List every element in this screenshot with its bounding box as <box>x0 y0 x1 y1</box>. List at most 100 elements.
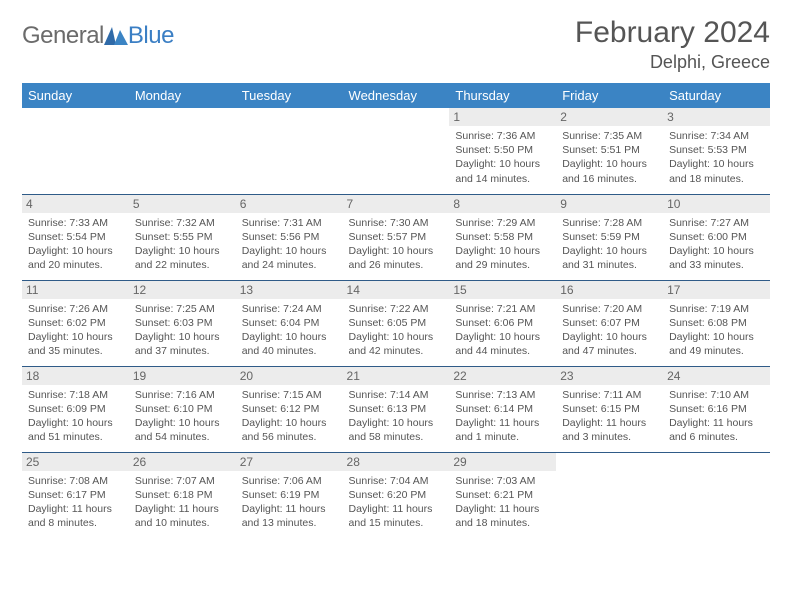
day-details: Sunrise: 7:20 AMSunset: 6:07 PMDaylight:… <box>562 302 657 359</box>
day-number: 15 <box>449 281 556 299</box>
daylight-line: Daylight: 10 hours and 16 minutes. <box>562 157 657 185</box>
day-number: 20 <box>236 367 343 385</box>
calendar-table: Sunday Monday Tuesday Wednesday Thursday… <box>22 83 770 538</box>
day-number: 19 <box>129 367 236 385</box>
sunrise-line: Sunrise: 7:21 AM <box>455 302 550 316</box>
day-details: Sunrise: 7:19 AMSunset: 6:08 PMDaylight:… <box>669 302 764 359</box>
calendar-cell: 4Sunrise: 7:33 AMSunset: 5:54 PMDaylight… <box>22 194 129 280</box>
calendar-cell: 12Sunrise: 7:25 AMSunset: 6:03 PMDayligh… <box>129 280 236 366</box>
sunset-line: Sunset: 5:56 PM <box>242 230 337 244</box>
sunset-line: Sunset: 6:15 PM <box>562 402 657 416</box>
day-number: 23 <box>556 367 663 385</box>
sunrise-line: Sunrise: 7:15 AM <box>242 388 337 402</box>
brand-logo: General Blue <box>22 16 174 50</box>
daylight-line: Daylight: 10 hours and 58 minutes. <box>349 416 444 444</box>
daylight-line: Daylight: 10 hours and 22 minutes. <box>135 244 230 272</box>
sunrise-line: Sunrise: 7:32 AM <box>135 216 230 230</box>
daylight-line: Daylight: 10 hours and 37 minutes. <box>135 330 230 358</box>
sunset-line: Sunset: 5:51 PM <box>562 143 657 157</box>
day-details: Sunrise: 7:14 AMSunset: 6:13 PMDaylight:… <box>349 388 444 445</box>
calendar-cell: 10Sunrise: 7:27 AMSunset: 6:00 PMDayligh… <box>663 194 770 280</box>
day-number: 9 <box>556 195 663 213</box>
sunrise-line: Sunrise: 7:10 AM <box>669 388 764 402</box>
sunrise-line: Sunrise: 7:28 AM <box>562 216 657 230</box>
day-details: Sunrise: 7:16 AMSunset: 6:10 PMDaylight:… <box>135 388 230 445</box>
day-details: Sunrise: 7:15 AMSunset: 6:12 PMDaylight:… <box>242 388 337 445</box>
sunrise-line: Sunrise: 7:31 AM <box>242 216 337 230</box>
sunset-line: Sunset: 5:58 PM <box>455 230 550 244</box>
daylight-line: Daylight: 10 hours and 49 minutes. <box>669 330 764 358</box>
daylight-line: Daylight: 10 hours and 40 minutes. <box>242 330 337 358</box>
sunset-line: Sunset: 5:54 PM <box>28 230 123 244</box>
daylight-line: Daylight: 10 hours and 24 minutes. <box>242 244 337 272</box>
day-details: Sunrise: 7:03 AMSunset: 6:21 PMDaylight:… <box>455 474 550 531</box>
day-number: 14 <box>343 281 450 299</box>
daylight-line: Daylight: 10 hours and 51 minutes. <box>28 416 123 444</box>
sunset-line: Sunset: 5:59 PM <box>562 230 657 244</box>
day-header: Wednesday <box>343 83 450 108</box>
day-details: Sunrise: 7:31 AMSunset: 5:56 PMDaylight:… <box>242 216 337 273</box>
sunrise-line: Sunrise: 7:16 AM <box>135 388 230 402</box>
day-header: Saturday <box>663 83 770 108</box>
day-number: 29 <box>449 453 556 471</box>
daylight-line: Daylight: 10 hours and 56 minutes. <box>242 416 337 444</box>
calendar-cell: 7Sunrise: 7:30 AMSunset: 5:57 PMDaylight… <box>343 194 450 280</box>
daylight-line: Daylight: 10 hours and 35 minutes. <box>28 330 123 358</box>
month-title: February 2024 <box>575 16 770 50</box>
day-details: Sunrise: 7:30 AMSunset: 5:57 PMDaylight:… <box>349 216 444 273</box>
daylight-line: Daylight: 10 hours and 14 minutes. <box>455 157 550 185</box>
day-details: Sunrise: 7:22 AMSunset: 6:05 PMDaylight:… <box>349 302 444 359</box>
calendar-cell: 16Sunrise: 7:20 AMSunset: 6:07 PMDayligh… <box>556 280 663 366</box>
calendar-cell: 9 Sunrise: 7:28 AMSunset: 5:59 PMDaylight… <box>556 194 663 280</box>
day-number: 18 <box>22 367 129 385</box>
day-number: 28 <box>343 453 450 471</box>
sunset-line: Sunset: 6:17 PM <box>28 488 123 502</box>
sunrise-line: Sunrise: 7:18 AM <box>28 388 123 402</box>
page: General Blue February 2024 Delphi, Greec… <box>0 0 792 554</box>
calendar-cell: 1Sunrise: 7:36 AMSunset: 5:50 PMDaylight… <box>449 108 556 194</box>
calendar-row: 11Sunrise: 7:26 AMSunset: 6:02 PMDayligh… <box>22 280 770 366</box>
sunset-line: Sunset: 6:13 PM <box>349 402 444 416</box>
day-number: 10 <box>663 195 770 213</box>
sunset-line: Sunset: 6:04 PM <box>242 316 337 330</box>
day-details: Sunrise: 7:07 AMSunset: 6:18 PMDaylight:… <box>135 474 230 531</box>
sunrise-line: Sunrise: 7:04 AM <box>349 474 444 488</box>
calendar-cell: 28 Sunrise: 7:04 AMSunset: 6:20 PMDayligh… <box>343 452 450 538</box>
calendar-cell: 22Sunrise: 7:13 AMSunset: 6:14 PMDayligh… <box>449 366 556 452</box>
calendar-cell: 24Sunrise: 7:10 AMSunset: 6:16 PMDayligh… <box>663 366 770 452</box>
sunrise-line: Sunrise: 7:27 AM <box>669 216 764 230</box>
day-details: Sunrise: 7:04 AMSunset: 6:20 PMDaylight:… <box>349 474 444 531</box>
sunset-line: Sunset: 6:06 PM <box>455 316 550 330</box>
calendar-cell: 11Sunrise: 7:26 AMSunset: 6:02 PMDayligh… <box>22 280 129 366</box>
calendar-cell: 21 Sunrise: 7:14 AMSunset: 6:13 PMDayligh… <box>343 366 450 452</box>
daylight-line: Daylight: 10 hours and 29 minutes. <box>455 244 550 272</box>
day-details: Sunrise: 7:08 AMSunset: 6:17 PMDaylight:… <box>28 474 123 531</box>
day-number: 25 <box>22 453 129 471</box>
sunset-line: Sunset: 6:02 PM <box>28 316 123 330</box>
logo-mark-icon <box>104 25 128 47</box>
calendar-cell: 26Sunrise: 7:07 AMSunset: 6:18 PMDayligh… <box>129 452 236 538</box>
daylight-line: Daylight: 10 hours and 44 minutes. <box>455 330 550 358</box>
day-details: Sunrise: 7:13 AMSunset: 6:14 PMDaylight:… <box>455 388 550 445</box>
calendar-cell <box>663 452 770 538</box>
day-details: Sunrise: 7:06 AMSunset: 6:19 PMDaylight:… <box>242 474 337 531</box>
sunset-line: Sunset: 6:18 PM <box>135 488 230 502</box>
calendar-cell: 29 Sunrise: 7:03 AMSunset: 6:21 PMDayligh… <box>449 452 556 538</box>
day-number: 8 <box>449 195 556 213</box>
sunrise-line: Sunrise: 7:06 AM <box>242 474 337 488</box>
day-details: Sunrise: 7:33 AMSunset: 5:54 PMDaylight:… <box>28 216 123 273</box>
daylight-line: Daylight: 11 hours and 15 minutes. <box>349 502 444 530</box>
day-number: 21 <box>343 367 450 385</box>
daylight-line: Daylight: 11 hours and 13 minutes. <box>242 502 337 530</box>
daylight-line: Daylight: 10 hours and 31 minutes. <box>562 244 657 272</box>
calendar-body: 1Sunrise: 7:36 AMSunset: 5:50 PMDaylight… <box>22 108 770 538</box>
calendar-header-row: Sunday Monday Tuesday Wednesday Thursday… <box>22 83 770 108</box>
daylight-line: Daylight: 10 hours and 18 minutes. <box>669 157 764 185</box>
calendar-cell: 3Sunrise: 7:34 AMSunset: 5:53 PMDaylight… <box>663 108 770 194</box>
daylight-line: Daylight: 10 hours and 20 minutes. <box>28 244 123 272</box>
sunrise-line: Sunrise: 7:25 AM <box>135 302 230 316</box>
calendar-cell: 2Sunrise: 7:35 AMSunset: 5:51 PMDaylight… <box>556 108 663 194</box>
daylight-line: Daylight: 10 hours and 33 minutes. <box>669 244 764 272</box>
sunrise-line: Sunrise: 7:08 AM <box>28 474 123 488</box>
daylight-line: Daylight: 11 hours and 1 minute. <box>455 416 550 444</box>
